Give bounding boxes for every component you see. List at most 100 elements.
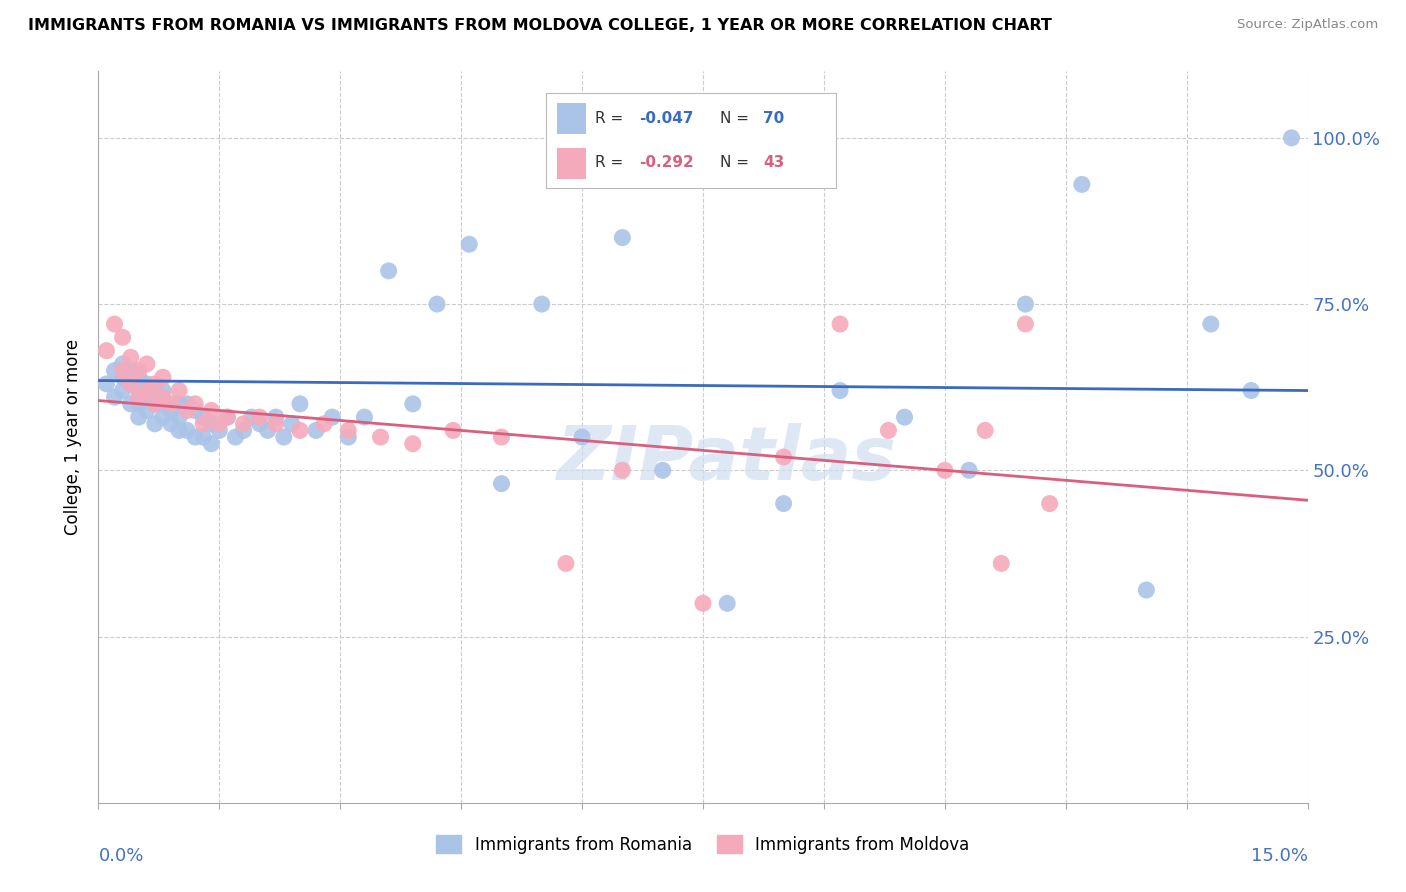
Point <box>772 497 794 511</box>
Point <box>193 430 215 444</box>
Point <box>167 384 190 398</box>
Point <box>288 397 311 411</box>
Point <box>120 376 142 391</box>
Point <box>96 376 118 391</box>
Point <box>111 384 134 398</box>
Point <box>877 424 900 438</box>
Point <box>249 410 271 425</box>
Point <box>120 363 142 377</box>
Point <box>217 410 239 425</box>
Point <box>1240 384 1263 398</box>
Point <box>152 410 174 425</box>
Point <box>256 424 278 438</box>
Point <box>273 430 295 444</box>
Point <box>176 403 198 417</box>
Point <box>314 417 336 431</box>
Point <box>111 363 134 377</box>
Point <box>716 596 738 610</box>
Y-axis label: College, 1 year or more: College, 1 year or more <box>65 339 83 535</box>
Point <box>160 397 183 411</box>
Point <box>103 390 125 404</box>
Point <box>167 397 190 411</box>
Point <box>1039 497 1062 511</box>
Point <box>135 390 157 404</box>
Point <box>120 351 142 365</box>
Point <box>111 370 134 384</box>
Point <box>143 417 166 431</box>
Point <box>128 410 150 425</box>
Point <box>377 264 399 278</box>
Point <box>1135 582 1157 597</box>
Point <box>200 403 222 417</box>
Point <box>426 297 449 311</box>
Point <box>152 397 174 411</box>
Point <box>193 410 215 425</box>
Point <box>184 403 207 417</box>
Point <box>402 436 425 450</box>
Point <box>208 424 231 438</box>
Point <box>103 317 125 331</box>
Text: 15.0%: 15.0% <box>1250 847 1308 864</box>
Point <box>249 417 271 431</box>
Point <box>232 417 254 431</box>
Point <box>458 237 481 252</box>
Point <box>160 403 183 417</box>
Point <box>184 430 207 444</box>
Point <box>370 430 392 444</box>
Point <box>491 476 513 491</box>
Text: Source: ZipAtlas.com: Source: ZipAtlas.com <box>1237 18 1378 31</box>
Point <box>143 384 166 398</box>
Point <box>96 343 118 358</box>
Point <box>288 424 311 438</box>
Point <box>651 463 673 477</box>
Point <box>612 463 634 477</box>
Point <box>353 410 375 425</box>
Point <box>128 384 150 398</box>
Point <box>264 410 287 425</box>
Point <box>305 424 328 438</box>
Point <box>103 363 125 377</box>
Point <box>957 463 980 477</box>
Point <box>208 417 231 431</box>
Point <box>441 424 464 438</box>
Point <box>692 596 714 610</box>
Point <box>111 330 134 344</box>
Point <box>612 230 634 244</box>
Point <box>772 450 794 464</box>
Point <box>128 397 150 411</box>
Text: IMMIGRANTS FROM ROMANIA VS IMMIGRANTS FROM MOLDOVA COLLEGE, 1 YEAR OR MORE CORRE: IMMIGRANTS FROM ROMANIA VS IMMIGRANTS FR… <box>28 18 1052 33</box>
Point <box>1281 131 1303 145</box>
Point <box>491 430 513 444</box>
Point <box>152 370 174 384</box>
Point <box>128 363 150 377</box>
Point <box>176 424 198 438</box>
Point <box>111 357 134 371</box>
Point <box>135 376 157 391</box>
Point <box>402 397 425 411</box>
Point <box>152 384 174 398</box>
Point <box>571 430 593 444</box>
Point <box>193 417 215 431</box>
Point <box>128 390 150 404</box>
Legend: Immigrants from Romania, Immigrants from Moldova: Immigrants from Romania, Immigrants from… <box>430 829 976 860</box>
Point <box>120 376 142 391</box>
Point <box>1014 317 1036 331</box>
Point <box>152 390 174 404</box>
Point <box>167 424 190 438</box>
Point <box>281 417 304 431</box>
Point <box>143 397 166 411</box>
Point <box>264 417 287 431</box>
Point <box>934 463 956 477</box>
Point <box>1014 297 1036 311</box>
Point <box>232 424 254 438</box>
Point <box>828 317 851 331</box>
Point <box>200 417 222 431</box>
Point <box>184 397 207 411</box>
Point <box>990 557 1012 571</box>
Point <box>135 384 157 398</box>
Point <box>337 424 360 438</box>
Point <box>240 410 263 425</box>
Point <box>217 410 239 425</box>
Point <box>135 403 157 417</box>
Point <box>135 357 157 371</box>
